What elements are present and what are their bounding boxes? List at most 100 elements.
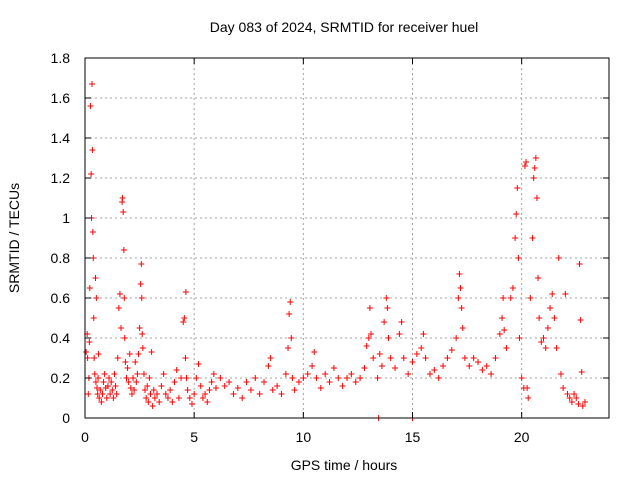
data-point [171, 379, 178, 385]
data-point [420, 331, 427, 337]
data-point [553, 345, 560, 351]
data-point [199, 395, 206, 401]
data-point [121, 335, 128, 341]
data-point [309, 363, 316, 369]
data-point [374, 375, 381, 381]
data-point [116, 291, 123, 297]
data-point [167, 387, 174, 393]
data-point [226, 379, 233, 385]
data-point [120, 247, 127, 253]
data-point [86, 285, 93, 291]
data-point [521, 163, 528, 169]
data-point [89, 229, 96, 235]
data-point [269, 387, 276, 393]
data-point [378, 363, 385, 369]
data-point [267, 355, 274, 361]
data-point [106, 375, 113, 381]
data-point [392, 365, 399, 371]
data-point [366, 305, 373, 311]
data-point [361, 365, 368, 371]
x-tick-label: 10 [296, 429, 312, 445]
data-points [83, 81, 588, 421]
data-point [368, 331, 375, 337]
data-point [88, 171, 95, 177]
data-point [496, 331, 503, 337]
data-point [119, 195, 126, 201]
data-point [115, 305, 122, 311]
data-point [121, 295, 128, 301]
data-point [313, 375, 320, 381]
data-point [114, 355, 121, 361]
data-point [435, 375, 442, 381]
data-point [239, 395, 246, 401]
data-point [243, 379, 250, 385]
data-point [513, 211, 520, 217]
data-point [89, 147, 96, 153]
data-point [162, 391, 169, 397]
data-point [409, 359, 416, 365]
data-point [287, 299, 294, 305]
data-point [124, 365, 131, 371]
data-point [518, 375, 525, 381]
data-point [456, 271, 463, 277]
data-point [132, 359, 139, 365]
data-point [104, 383, 111, 389]
data-point [90, 255, 97, 261]
data-point [524, 385, 531, 391]
data-point [376, 351, 383, 357]
data-point [247, 387, 254, 393]
data-point [93, 295, 100, 301]
data-point [492, 355, 499, 361]
data-point [370, 355, 377, 361]
data-point [530, 175, 537, 181]
data-point [133, 379, 140, 385]
data-point [139, 345, 146, 351]
y-tick-label: 0 [62, 410, 70, 426]
data-point [455, 295, 462, 301]
data-point [107, 391, 114, 397]
data-point [300, 375, 307, 381]
data-point [335, 375, 342, 381]
data-point [568, 399, 575, 405]
data-point [175, 395, 182, 401]
data-point [261, 379, 268, 385]
data-point [431, 367, 438, 373]
data-point [418, 345, 425, 351]
data-point [581, 399, 588, 405]
data-point [158, 383, 165, 389]
data-point [365, 335, 372, 341]
data-point [265, 363, 272, 369]
data-point [84, 355, 91, 361]
data-point [278, 391, 285, 397]
data-point [173, 367, 180, 373]
data-point [92, 379, 99, 385]
data-point [143, 395, 150, 401]
data-point [148, 349, 155, 355]
data-point [180, 319, 187, 325]
data-point [523, 159, 530, 165]
data-point [234, 385, 241, 391]
data-point [444, 355, 451, 361]
data-point [110, 395, 117, 401]
data-point [413, 351, 420, 357]
y-tick-label: 0.2 [51, 370, 71, 386]
data-point [123, 375, 130, 381]
data-point [352, 379, 359, 385]
data-point [138, 295, 145, 301]
data-point [197, 383, 204, 389]
x-axis-label: GPS time / hours [291, 457, 398, 473]
data-point [138, 261, 145, 267]
data-point [252, 375, 259, 381]
data-point [202, 391, 209, 397]
x-tick-label: 15 [405, 429, 421, 445]
data-point [134, 371, 141, 377]
data-point [183, 375, 190, 381]
x-tick-label: 5 [190, 429, 198, 445]
data-point [274, 383, 281, 389]
data-point [384, 305, 391, 311]
data-point [459, 325, 466, 331]
data-point [381, 319, 388, 325]
data-point [322, 371, 329, 377]
data-point [88, 81, 95, 87]
